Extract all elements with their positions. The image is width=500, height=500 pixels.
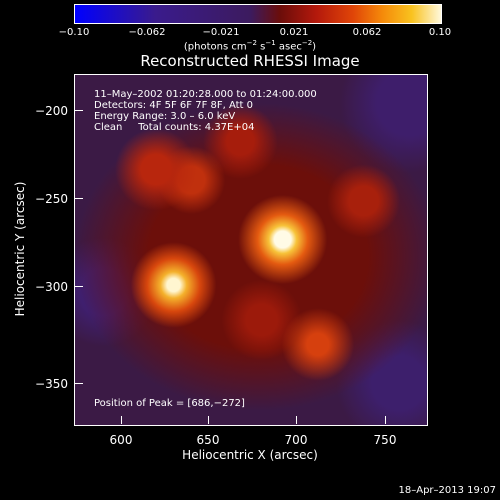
y-tick-label: −300 bbox=[35, 280, 68, 294]
y-tick-mark bbox=[75, 286, 83, 287]
colorbar-tick: −0.10 bbox=[58, 27, 90, 38]
y-tick-mark bbox=[75, 110, 83, 111]
x-tick-label: 650 bbox=[196, 433, 220, 447]
generation-date: 18–Apr–2013 19:07 bbox=[398, 485, 496, 496]
y-tick-mark bbox=[75, 383, 83, 384]
x-tick-mark bbox=[296, 416, 297, 424]
y-axis-label: Heliocentric Y (arcsec) bbox=[13, 181, 27, 317]
y-tick-label: −200 bbox=[35, 104, 68, 118]
x-tick-mark bbox=[208, 416, 209, 424]
x-tick-label: 700 bbox=[284, 433, 308, 447]
x-tick-label: 600 bbox=[109, 433, 133, 447]
image-title: Reconstructed RHESSI Image bbox=[140, 52, 360, 70]
x-tick-mark bbox=[121, 416, 122, 424]
y-tick-label: −250 bbox=[35, 192, 68, 206]
x-tick-label: 750 bbox=[373, 433, 397, 447]
peak-position: Position of Peak = [686,−272] bbox=[94, 398, 245, 409]
colorbar-units: (photons cm−2 s−1 asec−2) bbox=[183, 39, 317, 53]
colorbar-tick: −0.062 bbox=[128, 27, 166, 38]
colorbar-tick: 0.021 bbox=[279, 27, 309, 38]
colorbar-tick: −0.021 bbox=[202, 27, 240, 38]
y-tick-label: −350 bbox=[35, 377, 68, 391]
solar-image bbox=[74, 74, 428, 426]
colorbar bbox=[74, 4, 442, 24]
y-tick-mark bbox=[75, 198, 83, 199]
info-counts: Clean Total counts: 4.37E+04 bbox=[94, 122, 255, 133]
x-tick-mark bbox=[385, 416, 386, 424]
x-axis-label: Heliocentric X (arcsec) bbox=[182, 448, 318, 462]
info-detectors: Detectors: 4F 5F 6F 7F 8F, Att 0 bbox=[94, 100, 254, 111]
info-energy-range: Energy Range: 3.0 – 6.0 keV bbox=[94, 111, 236, 122]
info-time-range: 11–May–2002 01:20:28.000 to 01:24:00.000 bbox=[94, 89, 317, 100]
colorbar-tick: 0.062 bbox=[352, 27, 382, 38]
colorbar-tick: 0.10 bbox=[428, 27, 452, 38]
